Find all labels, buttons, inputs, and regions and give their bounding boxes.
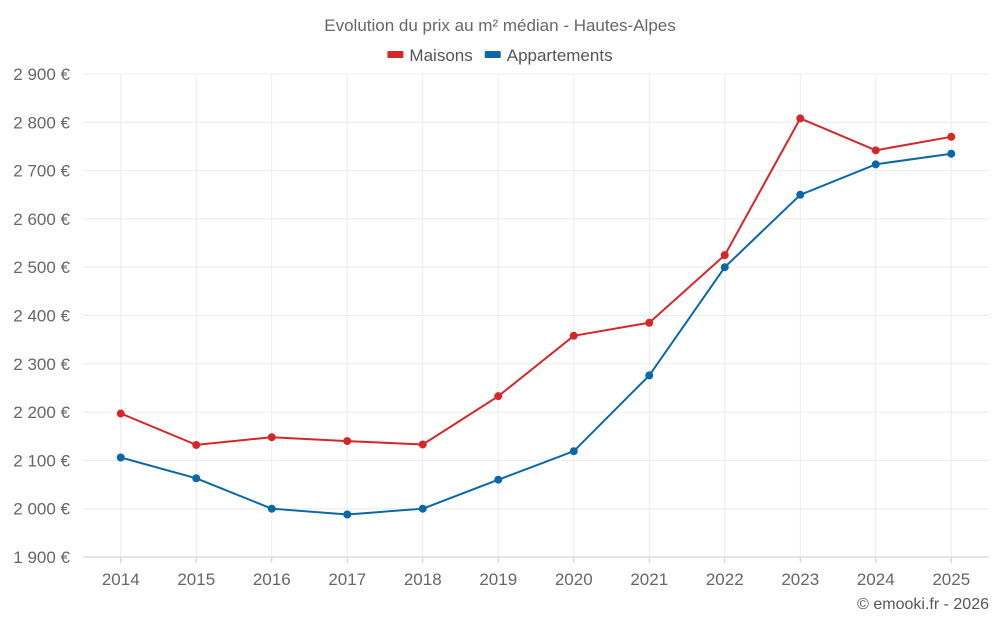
legend-label: Maisons: [409, 46, 472, 65]
x-tick-label: 2019: [479, 570, 517, 589]
series-line-maisons: [120, 117, 952, 446]
y-tick-label: 2 300 €: [13, 355, 70, 374]
data-point-maisons[interactable]: [720, 251, 729, 260]
series-group: [116, 114, 956, 519]
x-tick-label: 2017: [328, 570, 366, 589]
data-point-appartements[interactable]: [418, 504, 427, 513]
y-axis: 1 900 € 2 000 € 2 100 € 2 200 € 2 300 € 2 400…: [13, 65, 70, 567]
x-tick-label: 2025: [932, 570, 970, 589]
data-point-appartements[interactable]: [947, 149, 956, 158]
data-point-maisons[interactable]: [947, 132, 956, 141]
data-point-appartements[interactable]: [267, 504, 276, 513]
y-tick-label: 2 600 €: [13, 210, 70, 229]
data-point-maisons[interactable]: [192, 440, 201, 449]
y-tick-label: 2 800 €: [13, 113, 70, 132]
series-line-appartements: [120, 152, 952, 516]
legend-swatch: [387, 51, 404, 58]
legend-item-appartements[interactable]: Appartements: [484, 46, 613, 65]
data-point-maisons[interactable]: [343, 437, 352, 446]
data-point-appartements[interactable]: [494, 475, 503, 484]
y-tick-label: 2 900 €: [13, 65, 70, 84]
x-tick-label: 2020: [555, 570, 593, 589]
data-point-appartements[interactable]: [645, 371, 654, 380]
data-point-maisons[interactable]: [871, 146, 880, 155]
x-tick-label: 2018: [404, 570, 442, 589]
x-tick-label: 2024: [857, 570, 895, 589]
credit-text: © emooki.fr - 2026: [857, 596, 989, 613]
y-tick-label: 2 500 €: [13, 258, 70, 277]
x-tick-label: 2014: [102, 570, 140, 589]
legend-item-maisons[interactable]: Maisons: [387, 46, 473, 65]
y-tick-label: 1 900 €: [13, 548, 70, 567]
x-axis: 2014 2015 2016 2017 2018 2019 2020 2021 2022 2023…: [102, 557, 970, 589]
grid: [83, 73, 989, 558]
x-tick-label: 2016: [253, 570, 291, 589]
x-tick-label: 2015: [177, 570, 215, 589]
legend: Maisons Appartements: [387, 46, 613, 65]
data-point-maisons[interactable]: [569, 331, 578, 340]
x-tick-label: 2022: [706, 570, 744, 589]
data-point-maisons[interactable]: [494, 392, 503, 401]
data-point-appartements[interactable]: [569, 447, 578, 456]
data-point-maisons[interactable]: [267, 433, 276, 442]
chart-title: Evolution du prix au m² médian - Hautes-…: [324, 16, 676, 35]
legend-swatch: [484, 51, 501, 58]
x-tick-label: 2021: [630, 570, 668, 589]
legend-label: Appartements: [507, 46, 613, 65]
y-tick-label: 2 200 €: [13, 403, 70, 422]
data-point-maisons[interactable]: [796, 114, 805, 123]
y-tick-label: 2 700 €: [13, 162, 70, 181]
data-point-maisons[interactable]: [645, 318, 654, 327]
x-tick-label: 2023: [781, 570, 819, 589]
data-point-appartements[interactable]: [192, 474, 201, 483]
y-tick-label: 2 000 €: [13, 500, 70, 519]
data-point-appartements[interactable]: [343, 510, 352, 519]
data-point-appartements[interactable]: [796, 190, 805, 199]
data-point-appartements[interactable]: [720, 263, 729, 272]
data-point-maisons[interactable]: [116, 409, 125, 418]
y-tick-label: 2 400 €: [13, 307, 70, 326]
data-point-appartements[interactable]: [871, 160, 880, 169]
data-point-appartements[interactable]: [116, 453, 125, 462]
data-point-maisons[interactable]: [418, 440, 427, 449]
y-tick-label: 2 100 €: [13, 451, 70, 470]
